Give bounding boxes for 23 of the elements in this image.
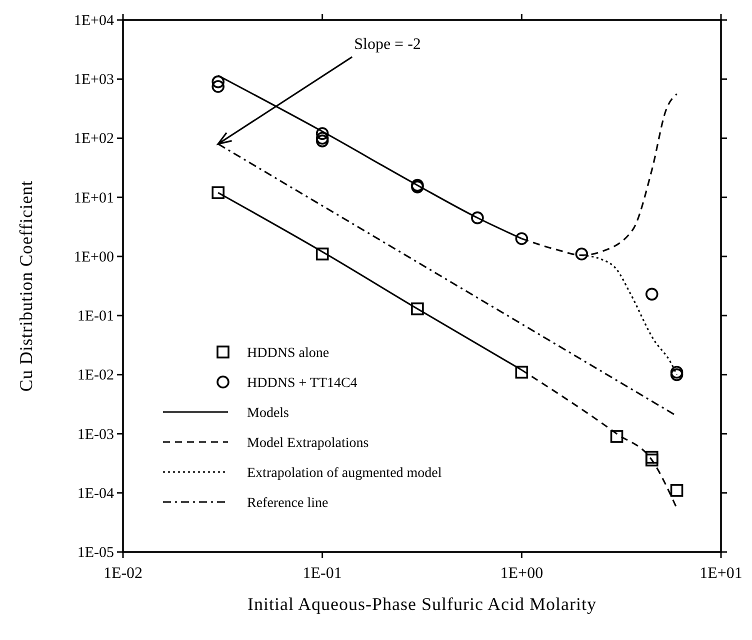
y-tick-label: 1E-01 [77, 308, 114, 325]
y-tick-label: 1E+04 [74, 13, 114, 29]
y-tick-label: 1E+02 [74, 131, 114, 148]
annotation: Slope = -2 [354, 36, 421, 53]
x-tick-label: 1E+00 [500, 565, 544, 582]
x-tick-label: 1E-01 [302, 565, 342, 582]
y-axis-title: Cu Distribution Coefficient [16, 180, 36, 392]
x-axis-title: Initial Aqueous-Phase Sulfuric Acid Molarity [248, 594, 596, 614]
y-tick-label: 1E+03 [74, 72, 114, 88]
legend-label: Extrapolation of augmented model [247, 466, 442, 481]
legend-label: Models [247, 406, 289, 421]
y-tick-label: 1E-04 [77, 486, 114, 502]
legend-label: HDDNS alone [247, 346, 330, 361]
y-tick-label: 1E-05 [77, 545, 114, 561]
legend-label: Model Extrapolations [247, 436, 369, 451]
legend-label: HDDNS + TT14C4 [247, 376, 358, 391]
legend-label: Reference line [247, 496, 328, 511]
x-tick-label: 1E-02 [103, 565, 143, 582]
y-tick-label: 1E-02 [77, 368, 114, 384]
y-tick-label: 1E+01 [74, 190, 114, 206]
x-tick-label: 1E+01 [700, 565, 742, 582]
y-tick-label: 1E-03 [77, 426, 114, 443]
y-tick-label: 1E+00 [74, 249, 114, 266]
